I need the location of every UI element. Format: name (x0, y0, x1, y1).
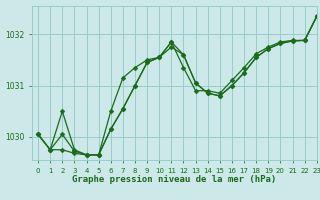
X-axis label: Graphe pression niveau de la mer (hPa): Graphe pression niveau de la mer (hPa) (72, 175, 276, 184)
